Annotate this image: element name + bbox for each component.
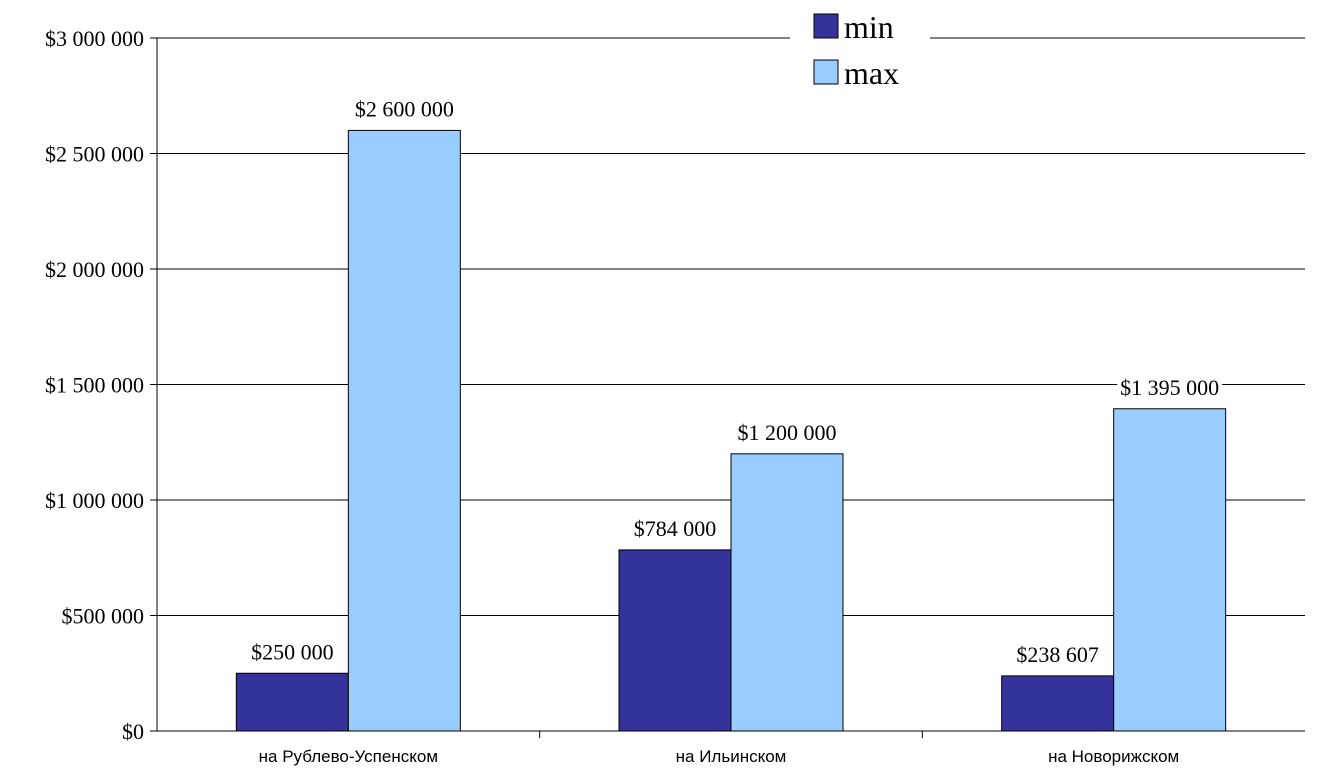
y-tick-label: $2 000 000 — [45, 257, 144, 282]
y-tick-label: $500 000 — [62, 604, 145, 629]
bars — [235, 129, 1227, 732]
bar-min-1 — [618, 549, 732, 732]
legend-label-max: max — [844, 55, 899, 91]
bar-max-2 — [1113, 408, 1227, 732]
data-label: $1 200 000 — [738, 420, 837, 445]
legend-swatch-max — [813, 59, 839, 85]
y-tick-label: $0 — [122, 719, 144, 744]
data-label-background — [630, 515, 720, 541]
x-tick-label: на Новорижском — [1048, 747, 1179, 766]
y-tick-label: $1 000 000 — [45, 488, 144, 513]
data-label: $2 600 000 — [355, 96, 454, 121]
y-tick-label: $2 500 000 — [45, 142, 144, 167]
bar-max-1 — [730, 453, 844, 732]
data-label: $238 607 — [1016, 642, 1099, 667]
bar-min-0 — [235, 672, 349, 732]
bar-min-2 — [1001, 675, 1115, 732]
data-label: $250 000 — [251, 639, 334, 664]
y-axis-ticks: $0 $500 000 $1 000 000 $1 500 000 $2 000 000… — [45, 26, 157, 744]
data-labels: $250 000 $2 600 000 $784 000 $1 200 000 $238… — [248, 96, 1223, 667]
bar-max-0 — [347, 129, 461, 732]
data-label-background — [351, 96, 457, 122]
legend-swatch-min — [813, 13, 839, 39]
x-tick-label: на Ильинском — [676, 747, 787, 766]
y-tick-label: $1 500 000 — [45, 373, 144, 398]
legend-label-min: min — [844, 9, 894, 45]
data-label-background — [734, 419, 840, 445]
y-tick-label: $3 000 000 — [45, 26, 144, 51]
legend: min max — [790, 8, 930, 108]
data-label: $784 000 — [634, 516, 717, 541]
data-label: $1 395 000 — [1120, 375, 1219, 400]
data-label-background — [248, 639, 337, 665]
data-label-background — [1013, 641, 1102, 667]
data-label-background — [1117, 374, 1223, 400]
legend-background — [790, 8, 930, 108]
x-tick-label: на Рублево-Успенском — [259, 747, 438, 766]
x-axis-labels: на Рублево-Успенском на Ильинском на Новор… — [259, 747, 1180, 766]
